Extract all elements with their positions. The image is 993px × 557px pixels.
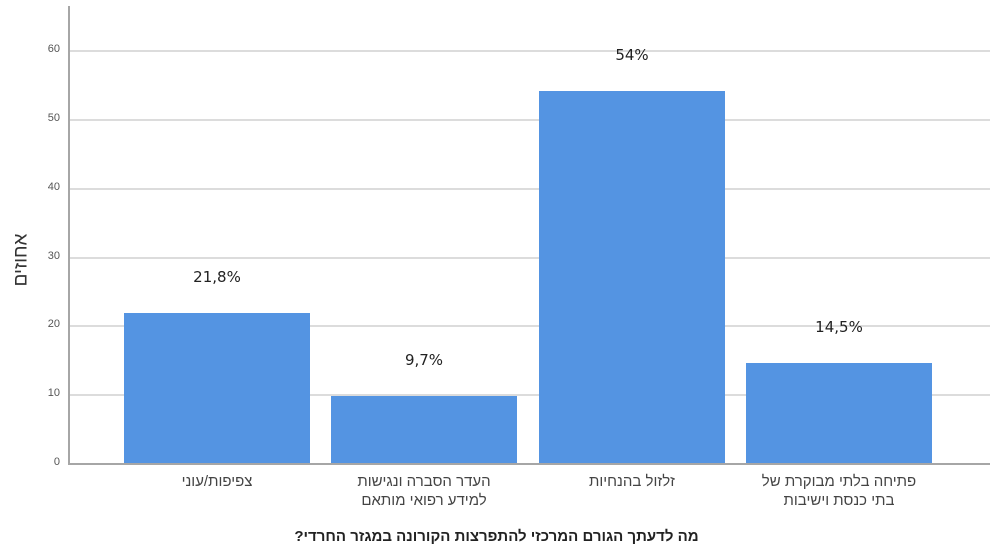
bar-value-label: 9,7% (404, 351, 444, 370)
y-tick-label: 30 (47, 249, 60, 262)
gridline (70, 394, 990, 397)
bar-value-label: 21,8% (193, 268, 241, 287)
y-tick-label: 40 (47, 180, 60, 193)
bar-value-label: 14,5% (815, 318, 863, 337)
gridline (70, 187, 990, 190)
y-tick-label: 10 (47, 387, 60, 400)
x-category-label: פתיחה בלתי מבוקרת של בתי כנסת וישיבות (761, 473, 917, 509)
bar (746, 363, 932, 463)
y-tick-label: 20 (47, 318, 60, 331)
bar (539, 91, 725, 463)
gridline (70, 325, 990, 328)
bar-value-label: 54% (615, 46, 649, 65)
y-tick-label: 60 (47, 43, 60, 56)
x-axis-line (68, 463, 990, 465)
gridline (70, 256, 990, 259)
x-category-label: צפיפות/עוני (181, 473, 253, 490)
x-axis-title: מה לדעתך הגורם המרכזי להתפרצות הקורונה ב… (294, 528, 699, 545)
x-category-label: זלזול בהנחיות (588, 473, 675, 490)
x-category-label: העדר הסברה ונגישות למידע רפואי מותאם (357, 473, 491, 509)
bar (124, 313, 310, 463)
gridline (70, 50, 990, 53)
y-tick-label: 0 (53, 456, 60, 468)
gridline (70, 119, 990, 121)
y-axis-label: אחוזים (6, 230, 36, 290)
y-tick-label: 50 (47, 112, 60, 124)
y-axis-label-text: אחוזים (10, 233, 31, 287)
y-axis-line (68, 6, 70, 465)
bar (331, 396, 517, 463)
